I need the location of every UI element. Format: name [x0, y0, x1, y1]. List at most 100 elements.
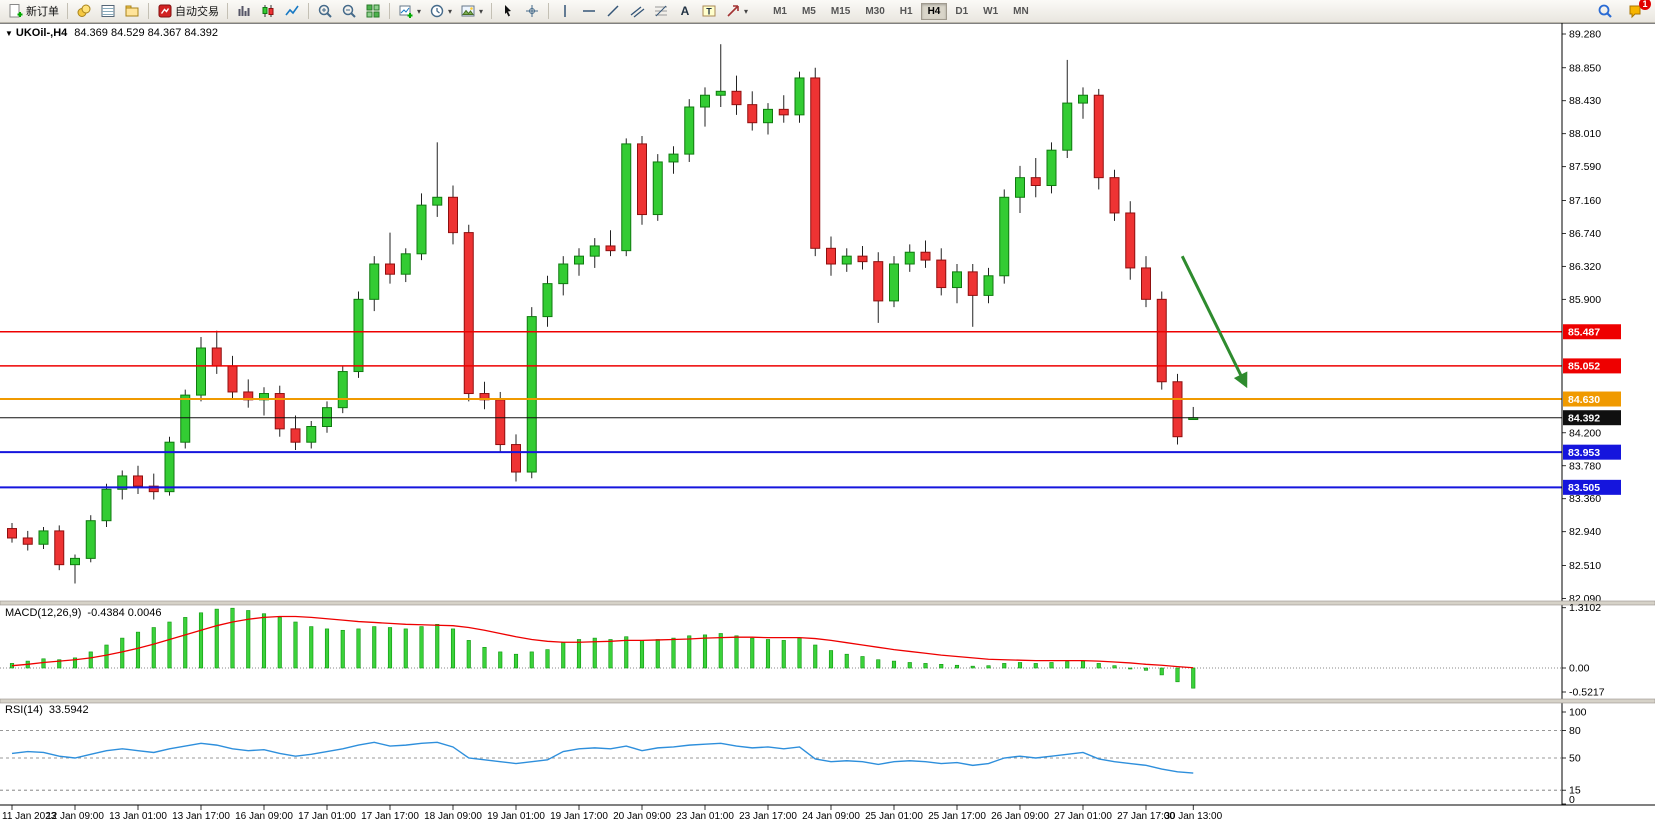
timeframe-m1-button[interactable]: M1: [773, 5, 787, 17]
candle: [857, 245, 868, 270]
candle: [511, 434, 521, 482]
data-window-button[interactable]: [96, 0, 120, 22]
trend-arrow-annotation[interactable]: [1180, 255, 1248, 389]
line-chart-icon: [285, 5, 299, 16]
search-button[interactable]: [1593, 0, 1617, 22]
bar-chart-button[interactable]: [232, 0, 256, 22]
channel-icon: [630, 6, 645, 18]
candle: [621, 138, 632, 257]
timeframe-mn-button[interactable]: MN: [1013, 5, 1029, 17]
horizontal-line-icon: [583, 10, 596, 12]
vertical-line-button[interactable]: [553, 0, 577, 22]
channel-button[interactable]: [625, 0, 649, 22]
new-order-label: 新订单: [26, 6, 59, 18]
candle: [841, 248, 852, 272]
text-label-button[interactable]: T: [697, 0, 721, 22]
time-axis-label: 25 Jan 01:00: [865, 811, 923, 822]
fibonacci-button[interactable]: [649, 0, 673, 22]
toolbar-buttons: 新订单 自动交易 ▾ ▾ ▾ A T ▾: [4, 0, 752, 22]
panel-splitter[interactable]: [0, 698, 1655, 704]
candle: [574, 248, 584, 276]
price-tag-label: 85.487: [1568, 327, 1600, 339]
crosshair-icon: [526, 5, 539, 17]
shapes-button[interactable]: ▾: [721, 0, 752, 22]
auto-trading-icon: [158, 4, 172, 18]
timeframe-h1-button[interactable]: H1: [899, 5, 913, 17]
price-tag: 84.630: [1563, 391, 1621, 407]
text-button[interactable]: A: [673, 0, 697, 22]
candle: [763, 103, 773, 135]
cursor-button[interactable]: [496, 0, 520, 22]
macd-axis-label: 1.3102: [1569, 602, 1601, 614]
time-axis-label: 26 Jan 09:00: [991, 811, 1049, 822]
time-axis-label: 27 Jan 17:00: [1117, 811, 1175, 822]
panel-splitter[interactable]: [0, 600, 1655, 606]
notifications-button[interactable]: 1: [1623, 0, 1651, 22]
trendline-button[interactable]: [601, 0, 625, 22]
time-axis-label: 17 Jan 01:00: [298, 811, 356, 822]
timeframe-d1-button[interactable]: D1: [955, 5, 969, 17]
candle: [794, 71, 805, 123]
new-order-button[interactable]: 新订单: [4, 0, 63, 22]
rsi-indicator-title: RSI(14) 33.5942: [5, 704, 89, 716]
svg-text:A: A: [681, 4, 690, 18]
timeframe-w1-button[interactable]: W1: [983, 5, 999, 17]
candle: [337, 366, 348, 414]
new-chart-button[interactable]: ▾: [394, 0, 425, 22]
crosshair-button[interactable]: [520, 0, 544, 22]
line-chart-button[interactable]: [280, 0, 304, 22]
dropdown-arrow-icon[interactable]: ▾: [448, 6, 453, 16]
template-icon: [461, 5, 475, 17]
candle: [369, 256, 380, 312]
candle: [715, 44, 726, 108]
price-axis-label: 87.160: [1569, 195, 1601, 207]
candle: [826, 236, 836, 276]
price-tag: 85.052: [1563, 358, 1621, 374]
timeframe-m15-button[interactable]: M15: [830, 5, 851, 17]
candle: [1078, 87, 1088, 119]
price-axis-label: 85.900: [1569, 294, 1601, 306]
auto-trading-button[interactable]: 自动交易: [153, 0, 223, 22]
candle: [133, 465, 143, 495]
market-watch-button[interactable]: [72, 0, 96, 22]
zoom-in-button[interactable]: [313, 0, 337, 22]
price-tag: 85.487: [1563, 324, 1621, 340]
horizontal-line-button[interactable]: [577, 0, 601, 22]
rsi-axis-label: 0: [1569, 794, 1575, 806]
navigator-icon: [125, 5, 139, 17]
timeframe-h4-button[interactable]: H4: [920, 2, 948, 20]
candle: [7, 523, 17, 543]
template-button[interactable]: ▾: [456, 0, 487, 22]
text-label-icon: T: [702, 5, 716, 17]
vertical-line-icon: [564, 5, 566, 17]
candle: [904, 244, 915, 272]
zoom-out-button[interactable]: [337, 0, 361, 22]
candle: [85, 515, 96, 563]
candle: [164, 436, 175, 496]
candlestick-chart-icon: [262, 5, 274, 17]
time-axis-label: 18 Jan 09:00: [424, 811, 482, 822]
period-button[interactable]: ▾: [425, 0, 456, 22]
macd-current-values: -0.4384 0.0046: [87, 607, 162, 619]
dropdown-arrow-icon[interactable]: ▾: [479, 6, 484, 16]
candle: [936, 248, 947, 296]
notification-badge: 1: [1639, 0, 1651, 10]
toolbar: 新订单 自动交易 ▾ ▾ ▾ A T ▾ M1 M5 M15 M30 H1 H4 D1 W1 MN 1: [0, 0, 1655, 23]
dropdown-arrow-icon[interactable]: ▾: [744, 6, 749, 16]
collapse-triangle-icon[interactable]: ▼: [5, 29, 13, 38]
svg-text:T: T: [706, 7, 712, 17]
price-axis-label: 83.780: [1569, 460, 1601, 472]
navigator-button[interactable]: [120, 0, 144, 22]
candle: [1125, 201, 1136, 280]
timeframe-m30-button[interactable]: M30: [865, 5, 885, 17]
rsi-axis-label: 15: [1569, 785, 1581, 797]
tile-windows-button[interactable]: [361, 0, 385, 22]
candle: [810, 67, 821, 257]
candlestick-chart-button[interactable]: [256, 0, 280, 22]
dropdown-arrow-icon[interactable]: ▾: [417, 6, 422, 16]
macd-signal-line: [11, 615, 1194, 669]
timeframe-m5-button[interactable]: M5: [801, 5, 816, 17]
time-axis-label: 17 Jan 17:00: [361, 811, 419, 822]
